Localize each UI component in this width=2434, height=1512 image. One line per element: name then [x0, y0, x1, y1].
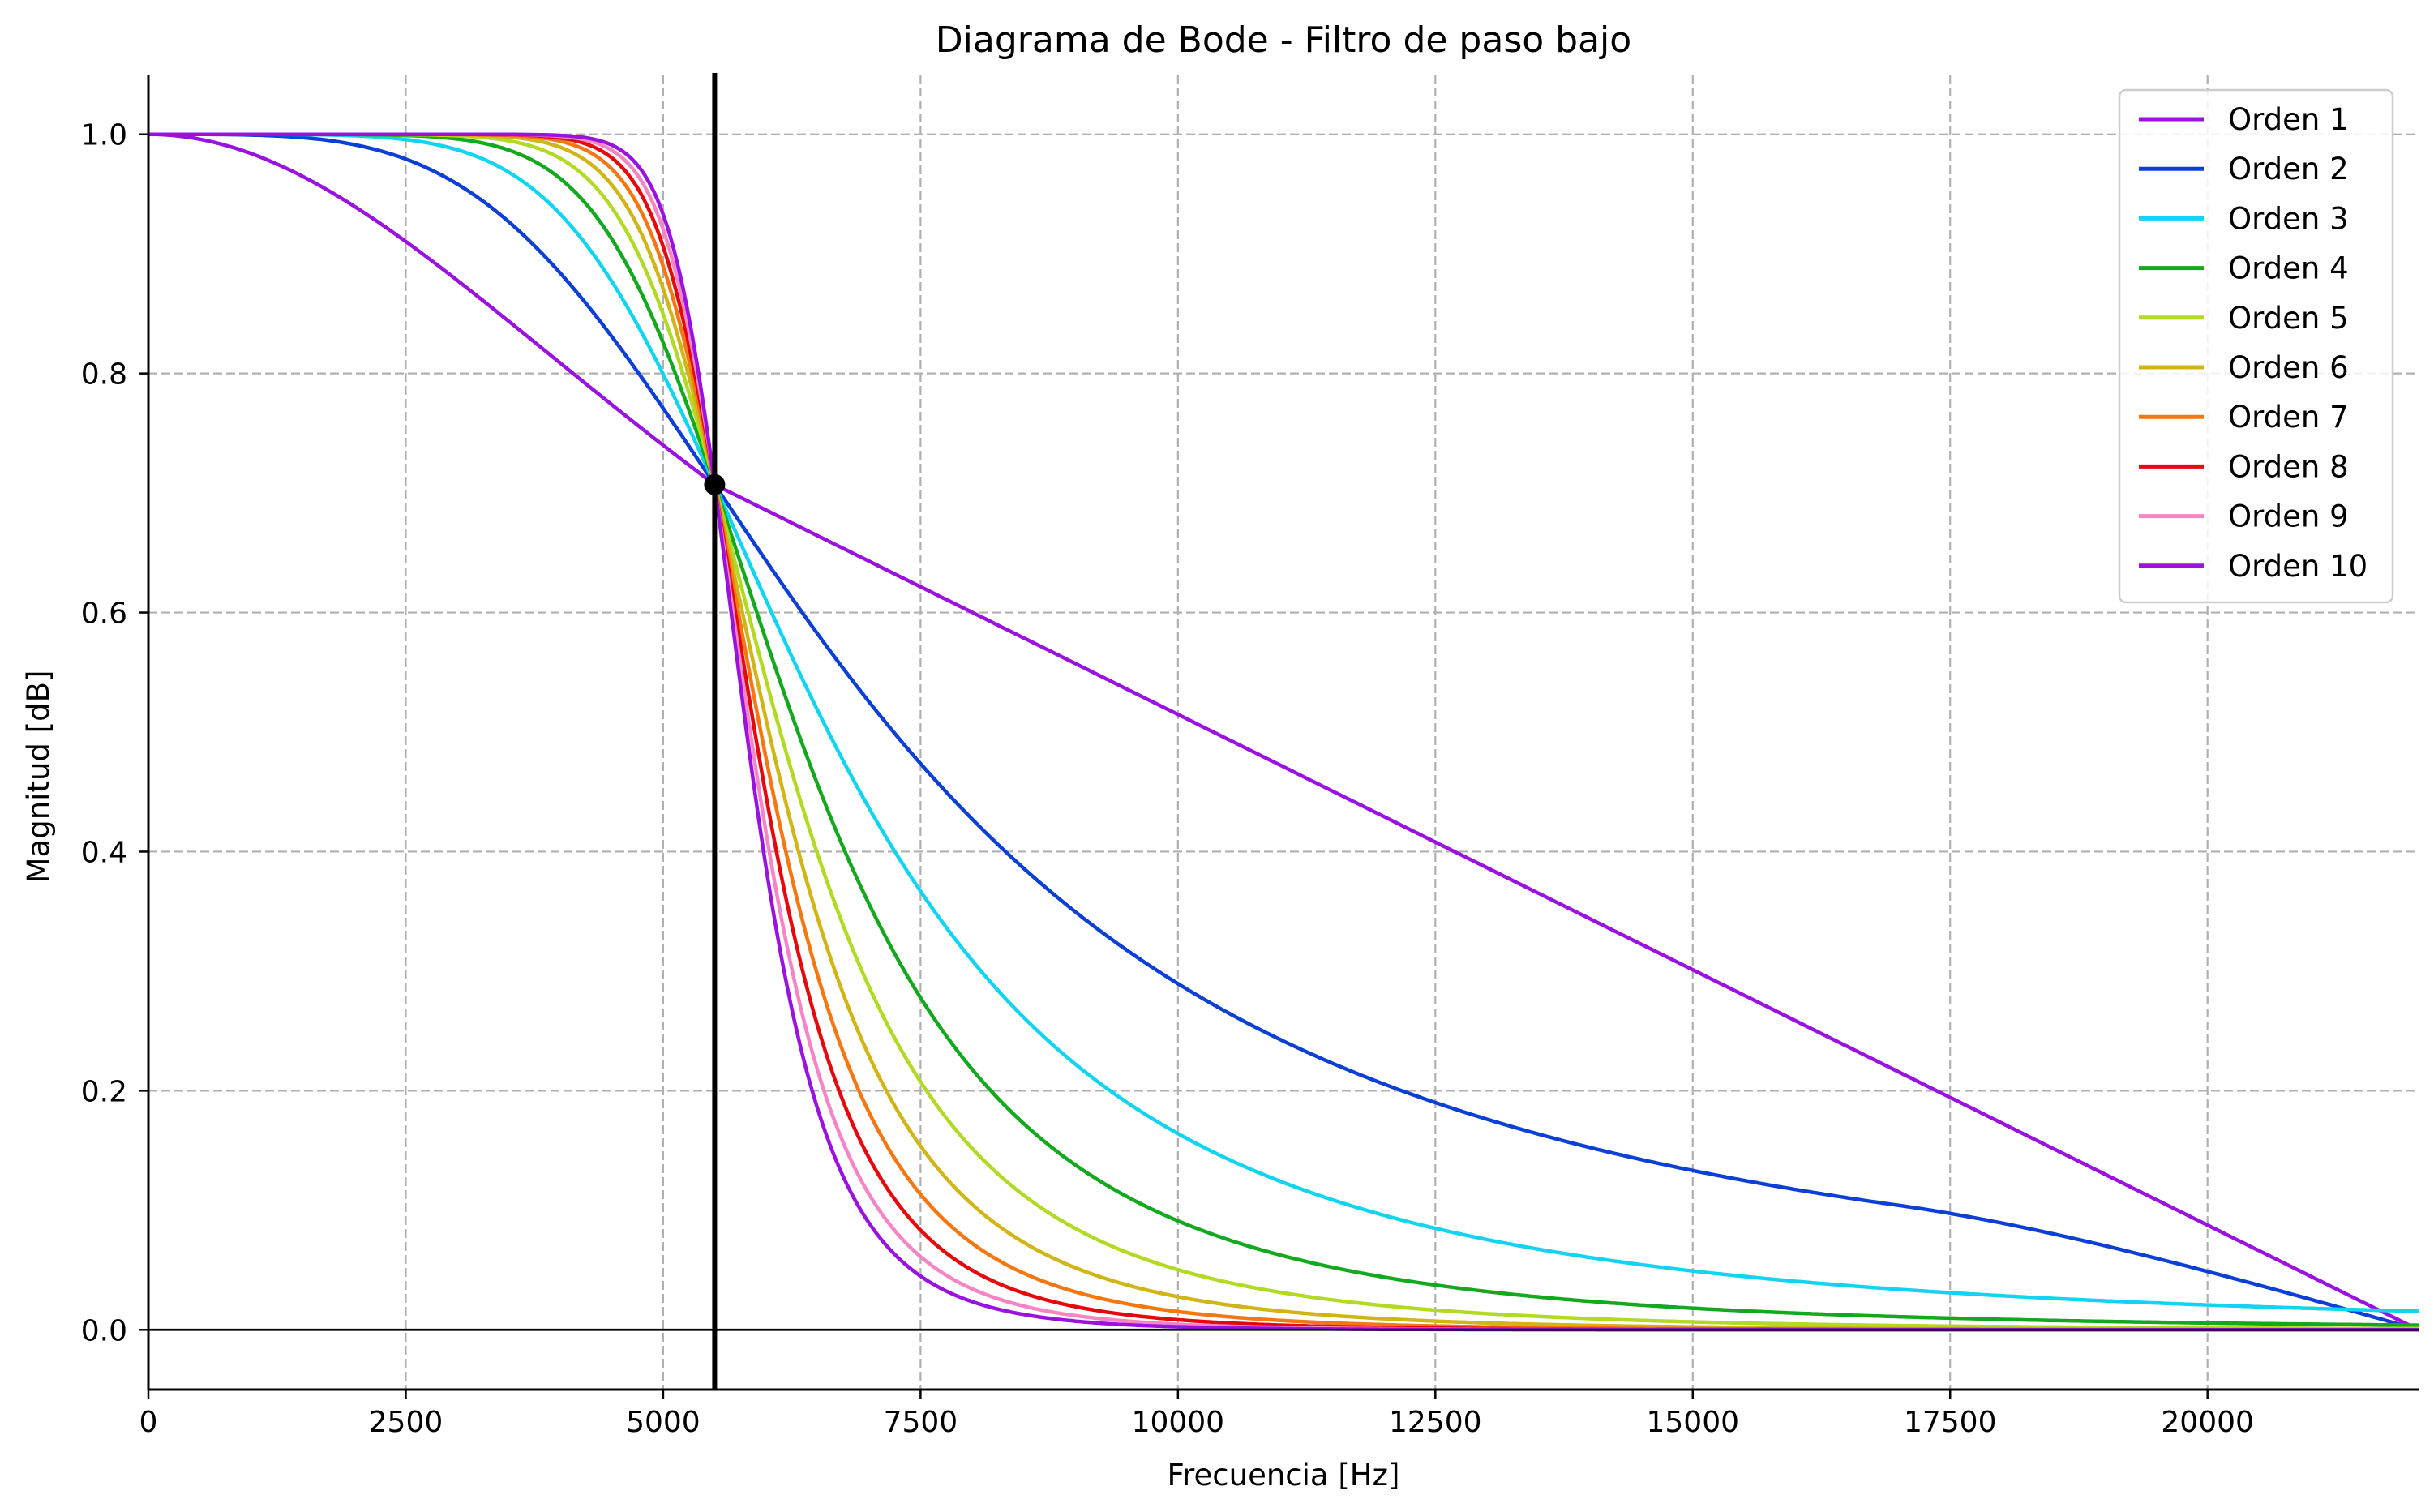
legend-entry-label: Orden 3	[2228, 201, 2349, 236]
cutoff-markers	[704, 73, 726, 1390]
axes: 0 2500 5000 7500 10000 12500 15000 17500 20000 0.…	[81, 75, 2419, 1439]
series-lines	[148, 132, 2420, 1332]
grid	[147, 75, 2419, 1390]
y-tick-label: 1.0	[81, 119, 127, 152]
legend: Orden 1 Orden 2 Orden 3 Orden 4 Orden 5 Orden…	[2118, 88, 2394, 604]
legend-entry-label: Orden 7	[2228, 400, 2349, 435]
x-tick-label: 0	[139, 1406, 158, 1439]
legend-entry-label: Orden 6	[2228, 350, 2349, 385]
legend-entry-label: Orden 5	[2228, 301, 2349, 336]
x-axis-label: Frecuencia [Hz]	[1168, 1458, 1400, 1493]
x-tick-label: 5000	[626, 1406, 701, 1439]
series-line-orden-2	[148, 132, 2419, 1332]
y-tick-label: 0.8	[81, 358, 127, 392]
legend-entry-label: Orden 8	[2228, 449, 2349, 484]
x-tick-label: 20000	[2161, 1406, 2254, 1439]
x-tick-label: 10000	[1132, 1406, 1225, 1439]
series-line-orden-5	[148, 132, 2419, 1331]
series-line-orden-1	[148, 132, 2420, 1332]
legend-entry-label: Orden 4	[2228, 251, 2349, 286]
y-tick-label: 0.0	[81, 1314, 127, 1347]
y-tick-label: 0.4	[81, 836, 127, 869]
series-line-orden-9	[148, 132, 2419, 1332]
chart-title: Diagrama de Bode - Filtro de paso bajo	[936, 19, 1631, 61]
series-line-orden-8	[148, 132, 2419, 1332]
legend-entry-label: Orden 2	[2228, 152, 2349, 186]
y-tick-label: 0.6	[81, 598, 127, 631]
series-line-orden-4	[148, 132, 2419, 1327]
x-tick-label: 12500	[1389, 1406, 1482, 1439]
legend-entry-label: Orden 9	[2228, 499, 2349, 534]
x-tick-label: 15000	[1646, 1406, 1739, 1439]
series-line-orden-7	[148, 132, 2419, 1332]
cutoff-point	[704, 473, 726, 495]
y-tick-label: 0.2	[81, 1075, 127, 1108]
x-tick-label: 2500	[369, 1406, 444, 1439]
series-line-orden-10	[148, 132, 2419, 1332]
x-tick-label: 7500	[884, 1406, 958, 1439]
x-tick-label: 17500	[1904, 1406, 1997, 1439]
legend-entry-label: Orden 10	[2228, 549, 2368, 584]
series-line-orden-6	[148, 132, 2419, 1332]
series-line-orden-3	[148, 132, 2419, 1313]
legend-entry-label: Orden 1	[2228, 102, 2349, 137]
y-axis-label: Magnitud [dB]	[21, 670, 56, 884]
